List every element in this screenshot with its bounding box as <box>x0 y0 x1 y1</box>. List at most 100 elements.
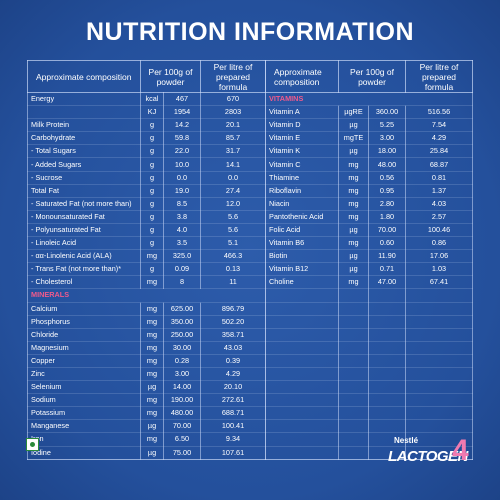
unit: mg <box>338 275 369 290</box>
unit: µg <box>140 380 164 395</box>
per-100g: 70.00 <box>367 223 407 238</box>
unit: µg <box>140 446 164 460</box>
unit: g <box>140 171 164 185</box>
table-row: - Cholesterol mg 8 11 <box>27 275 267 290</box>
per-litre: 670 <box>200 92 267 107</box>
table-row: Manganese µg 70.00 100.41 <box>27 419 267 434</box>
per-100g: 3.5 <box>162 236 202 251</box>
per-litre: 25.84 <box>405 144 474 159</box>
per-litre: 17.06 <box>405 249 474 264</box>
empty-cell <box>405 288 474 303</box>
nutrient-name: Iodine <box>27 446 141 460</box>
table-row: Energy kcal 467 670 <box>27 92 267 107</box>
per-litre: 272.61 <box>200 393 267 408</box>
per-litre: 2.57 <box>405 210 474 224</box>
per-100g: 480.00 <box>162 406 202 421</box>
per-100g: 18.00 <box>367 144 407 159</box>
nutrient-name: Riboflavin <box>265 184 339 198</box>
table-row: Riboflavin mg 0.95 1.37 <box>265 184 474 198</box>
per-100g: 467 <box>162 92 202 107</box>
per-litre: 20.1 <box>200 118 267 133</box>
table-row: Calcium mg 625.00 896.79 <box>27 302 267 316</box>
unit: mg <box>140 341 164 355</box>
empty-cell <box>405 432 474 447</box>
empty-cell <box>265 446 339 460</box>
empty-cell <box>367 393 407 408</box>
table-header: Approximate composition Per 100g of powde… <box>265 60 474 93</box>
table-row: Biotin µg 11.90 17.06 <box>265 249 474 264</box>
per-litre: 67.41 <box>405 275 474 290</box>
per-litre: 896.79 <box>200 302 267 316</box>
per-100g: 8 <box>162 275 202 290</box>
nutrition-table-left: Approximate composition Per 100g of powde… <box>26 60 267 460</box>
nutrient-name: - Saturated Fat (not more than) <box>27 197 141 211</box>
empty-cell <box>405 328 474 342</box>
unit: mg <box>140 406 164 421</box>
empty-cell <box>405 393 474 408</box>
per-litre: 1.37 <box>405 184 474 198</box>
table-row: Ironmg6.509.34 <box>27 432 267 447</box>
per-100g: 360.00 <box>367 105 407 120</box>
per-100g: 250.00 <box>162 328 202 342</box>
table-row: Total Fat g 19.0 27.4 <box>27 184 267 198</box>
per-100g: 11.90 <box>367 249 407 264</box>
per-100g: 8.5 <box>162 197 202 211</box>
unit: kcal <box>140 92 164 107</box>
per-litre: 100.46 <box>405 223 474 238</box>
table-row: Selenium µg 14.00 20.10 <box>27 380 267 395</box>
empty-cell <box>265 354 339 368</box>
empty-cell <box>367 446 407 460</box>
unit: g <box>140 236 164 251</box>
per-litre: 14.1 <box>200 157 267 172</box>
empty-cell <box>338 315 369 329</box>
title: NUTRITION INFORMATION <box>85 18 415 46</box>
nutrient-name: - Linoleic Acid <box>27 236 141 251</box>
per-litre: 4.29 <box>405 131 474 146</box>
nutrient-name: Selenium <box>27 380 141 395</box>
empty-cell <box>405 419 474 434</box>
unit: µg <box>140 419 164 434</box>
empty-cell <box>338 341 369 355</box>
per-litre: 5.6 <box>200 210 267 224</box>
unit: mgTE <box>338 131 369 146</box>
nutrient-name: Energy <box>27 92 141 107</box>
per-litre: 0.86 <box>405 236 474 251</box>
empty-cell <box>265 380 339 395</box>
per-100g: 10.0 <box>162 157 202 172</box>
table-row: - Saturated Fat (not more than) g 8.5 12.0 <box>27 197 267 211</box>
table-row: Zinc mg 3.00 4.29 <box>27 367 267 382</box>
table-row: Pantothenic Acid mg 1.80 2.57 <box>265 210 474 224</box>
nutrient-name: Iron <box>27 432 141 447</box>
table-row <box>265 354 474 368</box>
per-100g: 14.2 <box>162 118 202 133</box>
unit: KJ <box>140 105 164 120</box>
unit: mg <box>338 210 369 224</box>
table-row: - Monounsaturated Fat g 3.8 5.6 <box>27 210 267 224</box>
per-100g: 1954 <box>162 105 202 120</box>
nutrient-name: Vitamin K <box>265 144 339 159</box>
nutrient-name: Chloride <box>27 328 141 342</box>
empty-cell <box>338 419 369 434</box>
per-litre: 4.29 <box>200 367 267 382</box>
empty-cell <box>265 302 339 316</box>
nutrient-name: Choline <box>265 275 339 290</box>
nutrient-name: Zinc <box>27 367 141 382</box>
table-row: Thiamine mg 0.56 0.81 <box>265 171 474 185</box>
empty-cell <box>367 367 407 382</box>
unit: µg <box>338 223 369 238</box>
per-100g: 5.25 <box>367 118 407 133</box>
unit: mg <box>140 432 164 447</box>
empty-cell <box>367 354 407 368</box>
table-row: Folic Acid µg 70.00 100.46 <box>265 223 474 238</box>
nutrient-name: Copper <box>27 354 141 368</box>
per-100g: 48.00 <box>367 157 407 172</box>
per-litre: 11 <box>200 275 267 290</box>
per-litre: 43.03 <box>200 341 267 355</box>
per-100g: 2.80 <box>367 197 407 211</box>
per-litre: 0.81 <box>405 171 474 185</box>
empty-cell <box>265 367 339 382</box>
